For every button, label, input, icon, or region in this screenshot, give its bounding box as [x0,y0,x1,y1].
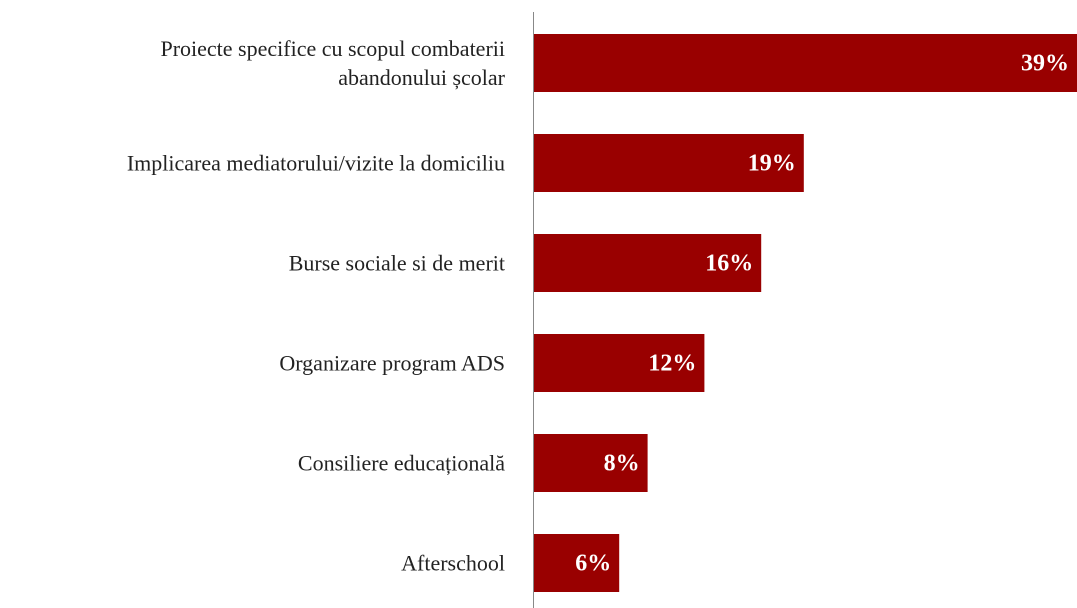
value-label: 8% [604,451,640,477]
value-label: 12% [648,351,696,377]
bar [534,434,648,492]
category-label: Organizare program ADS [279,350,505,376]
value-label: 19% [748,151,796,177]
category-label: Consiliere educațională [297,450,505,476]
bar [534,34,1077,92]
category-label: Afterschool [401,550,505,576]
bar [534,134,804,192]
category-label: Proiecte specifice cu scopul combaterii … [160,36,505,90]
value-label: 6% [575,551,611,577]
bar [534,234,762,292]
bar [534,534,620,592]
category-label: Implicarea mediatorului/vizite la domici… [126,150,505,176]
bar [534,334,705,392]
value-label: 16% [705,251,753,277]
category-label: Burse sociale si de merit [288,250,505,276]
value-label: 39% [1021,51,1069,77]
